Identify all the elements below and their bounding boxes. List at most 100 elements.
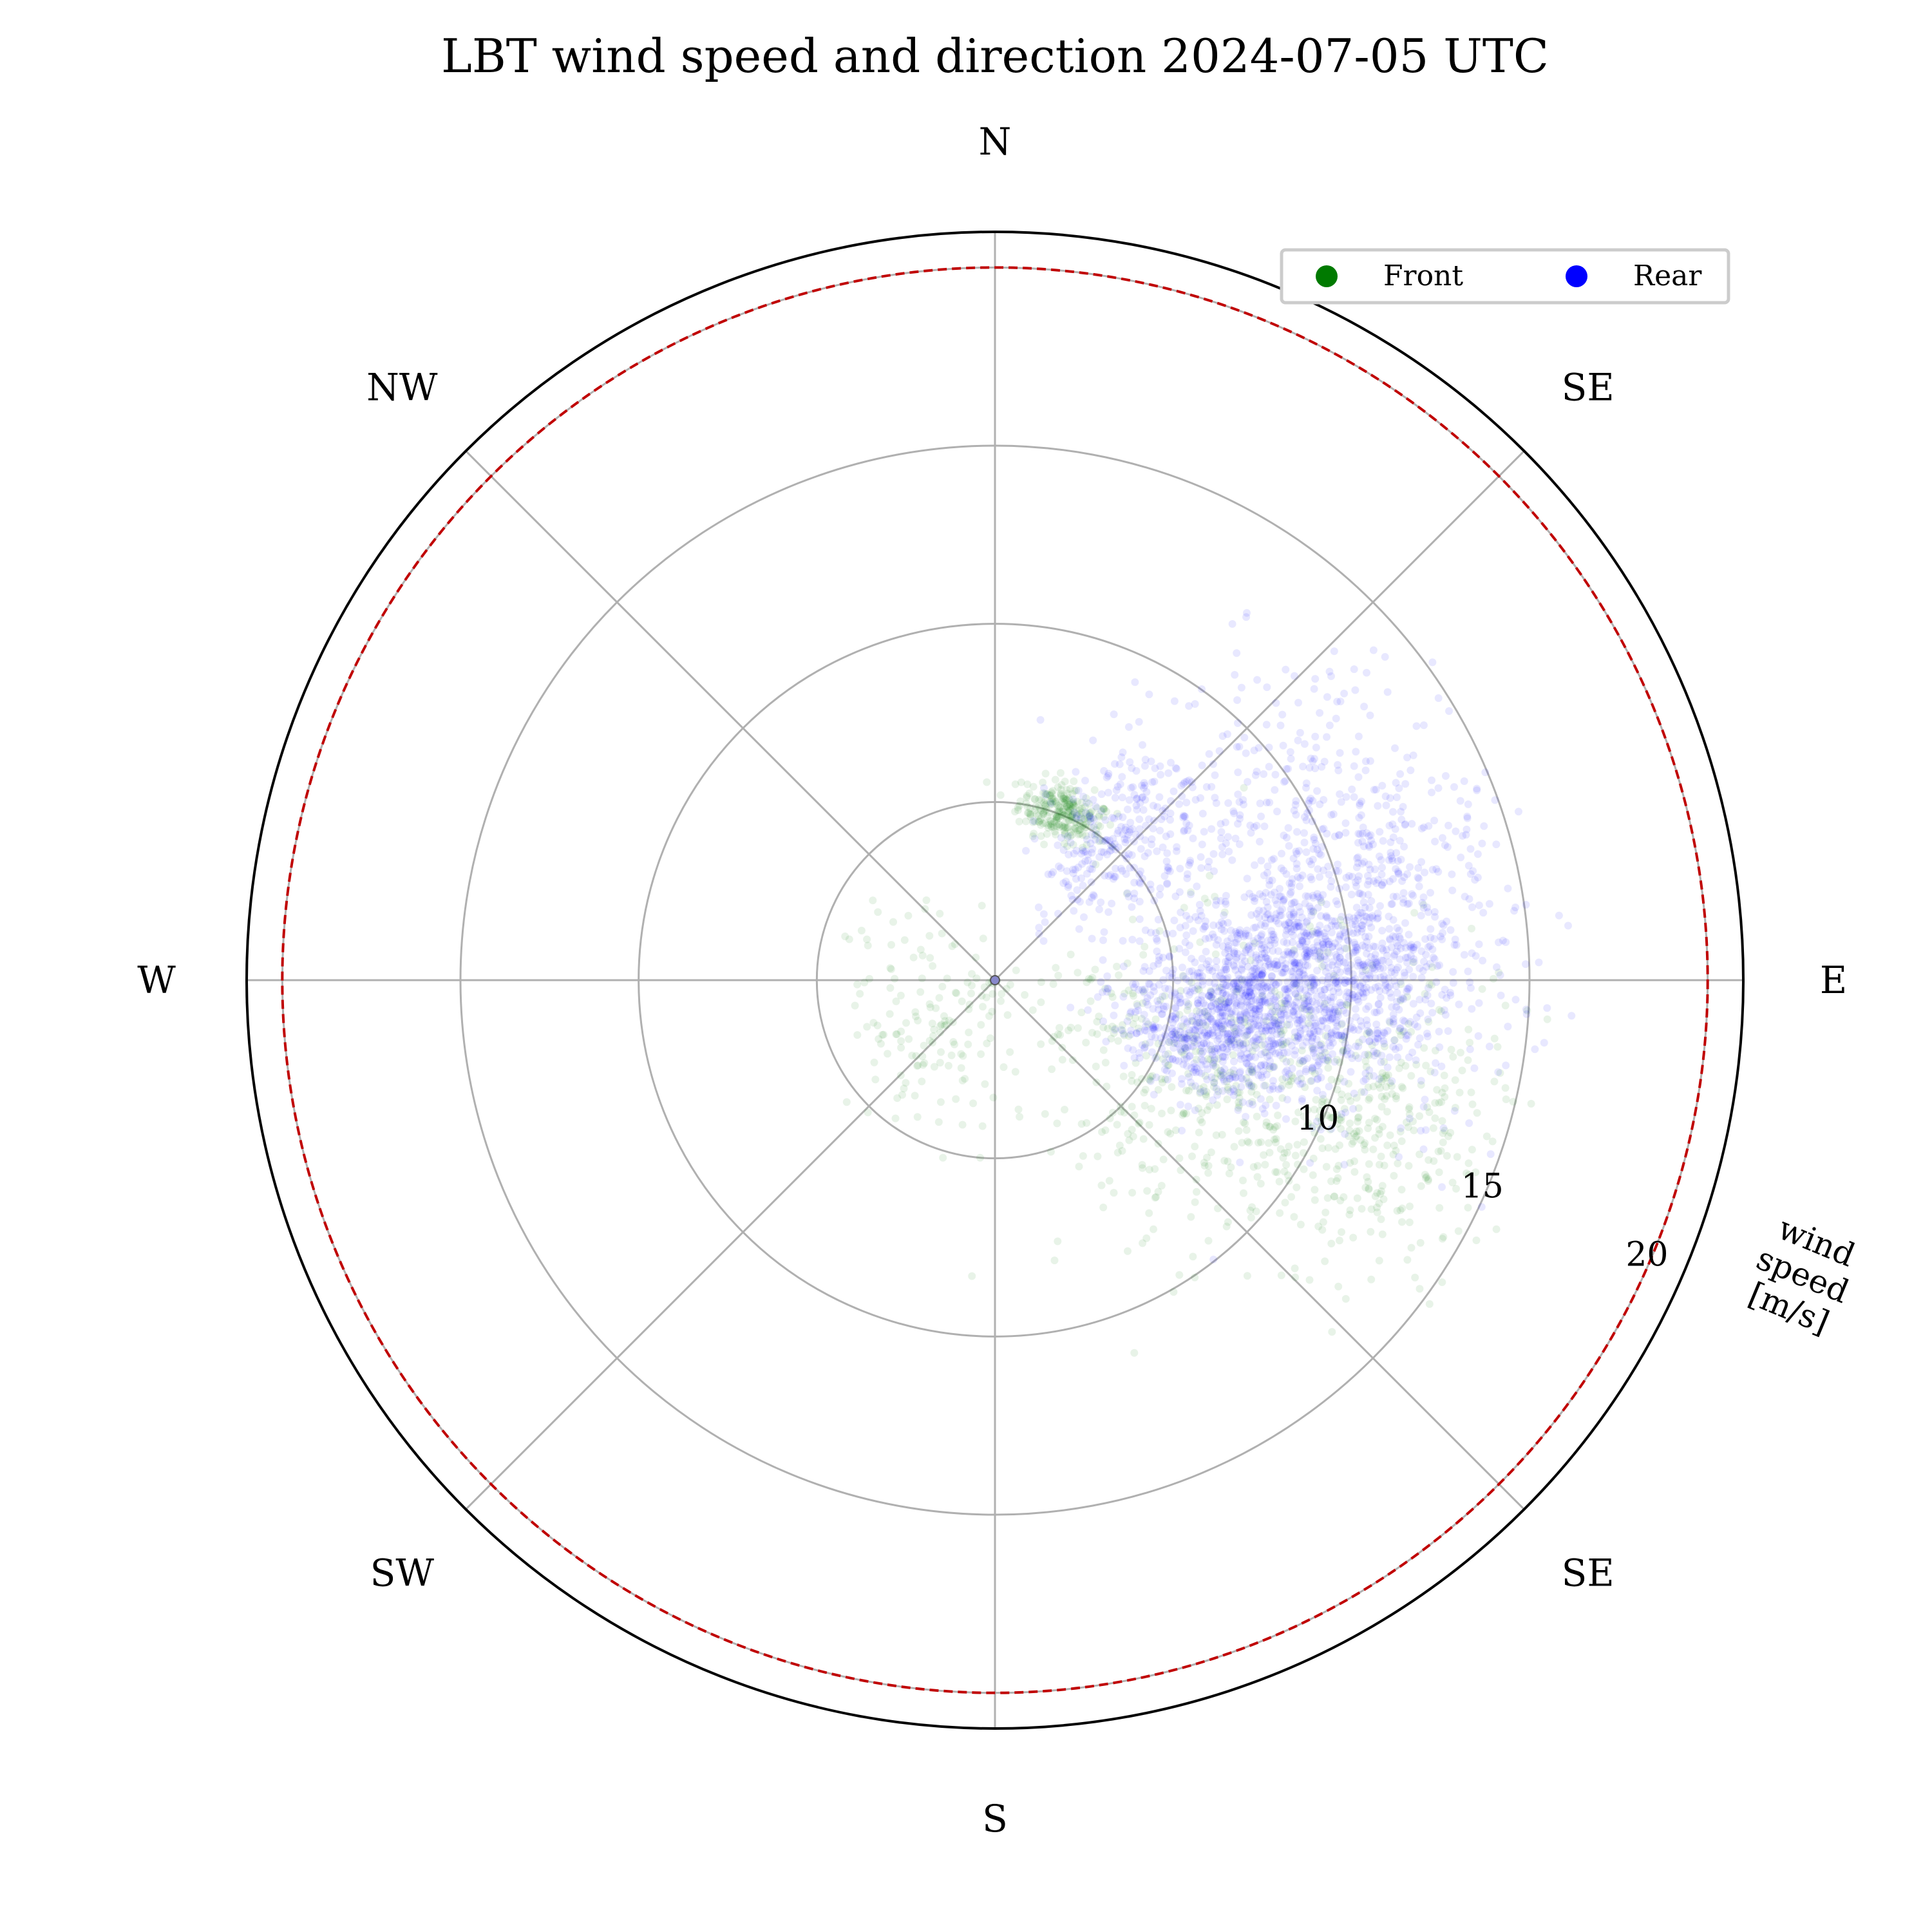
data-point bbox=[1280, 866, 1288, 875]
data-point bbox=[1282, 991, 1290, 999]
data-point bbox=[1202, 1092, 1211, 1101]
data-point bbox=[1322, 912, 1331, 920]
data-point bbox=[1244, 976, 1253, 984]
data-point bbox=[1324, 1064, 1332, 1072]
data-point bbox=[1203, 1106, 1211, 1114]
data-point bbox=[1259, 1067, 1267, 1075]
data-point bbox=[1468, 924, 1475, 933]
data-point bbox=[1212, 896, 1220, 905]
data-point bbox=[1264, 1043, 1273, 1052]
data-point bbox=[925, 1037, 934, 1045]
data-point bbox=[1023, 791, 1031, 800]
data-point bbox=[853, 980, 862, 989]
data-point bbox=[1163, 879, 1171, 887]
data-point bbox=[1252, 1208, 1260, 1215]
data-point bbox=[1316, 1122, 1325, 1131]
data-point bbox=[1291, 1264, 1299, 1273]
data-point bbox=[1383, 951, 1391, 960]
data-point bbox=[1397, 1186, 1406, 1194]
data-point bbox=[1408, 820, 1416, 828]
data-point bbox=[1463, 1169, 1471, 1177]
data-point bbox=[1258, 1104, 1267, 1113]
data-point bbox=[1195, 1001, 1203, 1010]
data-point bbox=[1214, 998, 1222, 1006]
data-point bbox=[914, 1016, 922, 1025]
data-point bbox=[1289, 1007, 1298, 1015]
data-point bbox=[1169, 929, 1177, 938]
data-point bbox=[1334, 922, 1342, 930]
data-point bbox=[1146, 886, 1155, 894]
data-point bbox=[1185, 1031, 1193, 1039]
data-point bbox=[1284, 988, 1293, 996]
data-point bbox=[1073, 811, 1081, 820]
data-point bbox=[1249, 1163, 1258, 1171]
data-point bbox=[1119, 1021, 1126, 1029]
data-point bbox=[1234, 768, 1242, 777]
data-point bbox=[1350, 1168, 1359, 1176]
data-point bbox=[869, 896, 877, 905]
data-point bbox=[886, 964, 895, 972]
data-point bbox=[1307, 983, 1315, 991]
data-point bbox=[1075, 925, 1083, 933]
data-point bbox=[1504, 1023, 1512, 1030]
data-point bbox=[1282, 1115, 1290, 1123]
data-point bbox=[912, 1012, 920, 1021]
data-point bbox=[1412, 722, 1421, 730]
data-point bbox=[1151, 1193, 1159, 1202]
data-point bbox=[1130, 837, 1138, 846]
data-point bbox=[1367, 1205, 1376, 1213]
data-point bbox=[1194, 981, 1202, 990]
data-point bbox=[1156, 996, 1164, 1004]
data-point bbox=[1041, 796, 1050, 804]
radial-tick-label-15: 15 bbox=[1461, 1168, 1504, 1206]
data-point bbox=[902, 1019, 910, 1027]
data-point bbox=[1325, 667, 1334, 676]
data-point bbox=[1409, 943, 1417, 952]
data-point bbox=[1371, 1133, 1379, 1142]
data-point bbox=[1422, 1061, 1430, 1070]
data-point bbox=[1229, 949, 1238, 957]
data-point bbox=[1236, 1159, 1244, 1166]
data-point bbox=[1337, 1113, 1345, 1122]
data-point bbox=[1103, 808, 1110, 816]
data-point bbox=[1285, 1037, 1293, 1045]
data-point bbox=[1064, 824, 1072, 831]
data-point bbox=[1362, 1063, 1370, 1071]
data-point bbox=[1047, 822, 1056, 830]
data-point bbox=[1225, 982, 1233, 990]
data-point bbox=[1409, 891, 1417, 900]
data-point bbox=[1340, 1032, 1349, 1040]
data-point bbox=[1376, 973, 1385, 981]
data-point bbox=[1252, 1022, 1260, 1030]
direction-label-se: SE bbox=[1562, 1551, 1615, 1595]
data-point bbox=[1296, 942, 1305, 951]
data-point bbox=[1392, 982, 1400, 990]
data-point bbox=[1242, 1016, 1250, 1024]
data-point bbox=[1331, 1057, 1339, 1066]
data-point bbox=[1247, 1083, 1256, 1091]
data-point bbox=[1056, 806, 1064, 815]
data-point bbox=[1088, 893, 1096, 902]
data-point bbox=[1173, 847, 1180, 855]
data-point bbox=[1053, 813, 1061, 821]
data-point bbox=[1403, 958, 1411, 967]
data-point bbox=[1296, 968, 1304, 976]
data-point bbox=[1164, 985, 1173, 993]
data-point bbox=[1047, 817, 1056, 826]
data-point bbox=[1022, 847, 1030, 855]
data-point bbox=[1309, 891, 1317, 900]
data-point bbox=[1034, 817, 1043, 826]
data-point bbox=[1256, 1001, 1264, 1010]
data-point bbox=[1141, 1040, 1150, 1048]
data-point bbox=[1437, 1147, 1445, 1155]
data-point bbox=[1195, 900, 1204, 909]
data-point bbox=[1401, 780, 1410, 788]
data-point bbox=[1354, 773, 1363, 781]
data-point bbox=[1198, 1032, 1206, 1040]
data-point bbox=[1317, 898, 1325, 906]
data-point bbox=[1323, 829, 1331, 838]
data-point bbox=[1130, 1054, 1139, 1062]
data-point bbox=[1060, 811, 1068, 819]
data-point bbox=[1244, 1026, 1253, 1034]
data-point bbox=[1088, 807, 1096, 815]
